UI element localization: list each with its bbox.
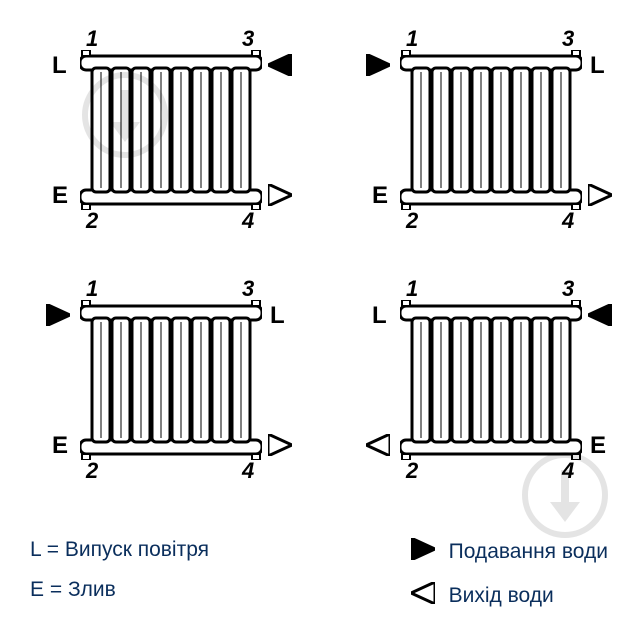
legend-inflow: Подавання води	[411, 538, 608, 566]
corner-number-2: 2	[406, 208, 418, 234]
corner-number-3: 3	[562, 26, 574, 52]
corner-number-1: 1	[86, 276, 98, 302]
label-E: E	[590, 432, 606, 460]
label-L: L	[372, 302, 387, 330]
radiator	[80, 50, 262, 215]
corner-number-2: 2	[406, 458, 418, 484]
corner-number-3: 3	[242, 26, 254, 52]
variant-2: 1234LE	[350, 20, 630, 230]
corner-number-4: 4	[562, 458, 574, 484]
corner-number-4: 4	[242, 208, 254, 234]
corner-number-1: 1	[406, 26, 418, 52]
legend-L: L = Випуск повітря	[30, 538, 209, 562]
legend-outflow: Вихід води	[411, 582, 608, 610]
label-L: L	[270, 302, 285, 330]
inflow-icon	[411, 538, 435, 566]
legend-E-text: E = Злив	[30, 578, 116, 602]
legend: L = Випуск повітря E = Злив Подавання во…	[30, 538, 608, 610]
legend-L-text: L = Випуск повітря	[30, 538, 209, 562]
label-L: L	[52, 52, 67, 80]
corner-number-4: 4	[242, 458, 254, 484]
legend-outflow-text: Вихід води	[449, 584, 554, 608]
label-E: E	[372, 182, 388, 210]
variant-4: 1234LE	[350, 270, 630, 480]
corner-number-1: 1	[406, 276, 418, 302]
corner-number-3: 3	[242, 276, 254, 302]
label-L: L	[590, 52, 605, 80]
outflow-icon	[411, 582, 435, 610]
outflow-arrow-icon	[588, 184, 612, 211]
inflow-arrow-icon	[366, 54, 390, 81]
label-E: E	[52, 182, 68, 210]
radiator	[80, 300, 262, 465]
corner-number-3: 3	[562, 276, 574, 302]
outflow-arrow-icon	[366, 434, 390, 461]
legend-E: E = Злив	[30, 578, 209, 602]
diagram-grid: 1234LE 1234LE 1234LE 1234LE	[0, 0, 638, 480]
radiator	[400, 50, 582, 215]
inflow-arrow-icon	[268, 54, 292, 81]
variant-3: 1234LE	[30, 270, 310, 480]
inflow-arrow-icon	[588, 304, 612, 331]
corner-number-4: 4	[562, 208, 574, 234]
legend-left: L = Випуск повітря E = Злив	[30, 538, 209, 610]
radiator	[400, 300, 582, 465]
legend-right: Подавання води Вихід води	[411, 538, 608, 610]
legend-inflow-text: Подавання води	[449, 540, 608, 564]
corner-number-1: 1	[86, 26, 98, 52]
label-E: E	[52, 432, 68, 460]
corner-number-2: 2	[86, 208, 98, 234]
variant-1: 1234LE	[30, 20, 310, 230]
outflow-arrow-icon	[268, 184, 292, 211]
inflow-arrow-icon	[46, 304, 70, 331]
outflow-arrow-icon	[268, 434, 292, 461]
corner-number-2: 2	[86, 458, 98, 484]
